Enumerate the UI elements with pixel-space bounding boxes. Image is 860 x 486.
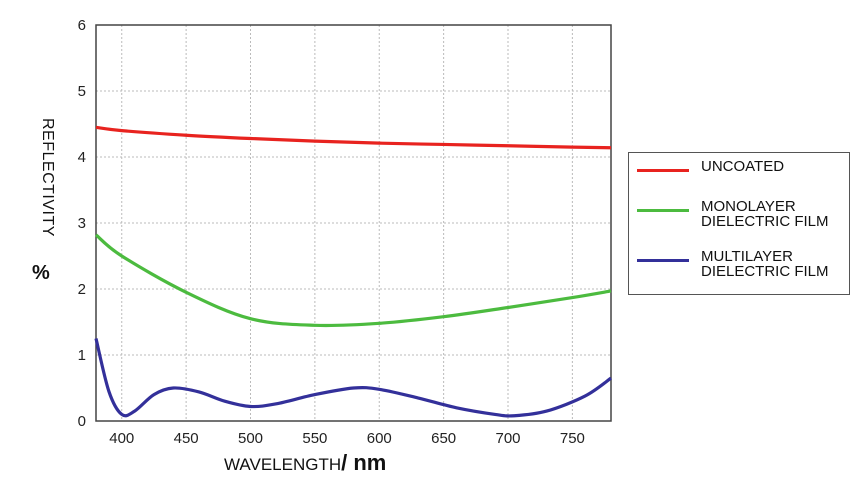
y-tick-label: 1	[78, 347, 86, 364]
legend-item-monolayer: MONOLAYER DIELECTRIC FILM	[637, 199, 851, 229]
legend-item-multilayer: MULTILAYER DIELECTRIC FILM	[637, 249, 851, 279]
x-axis-label: WAVELENGTH/ nm	[224, 450, 386, 476]
x-tick-label: 700	[495, 430, 520, 447]
series-line-2	[94, 338, 612, 418]
y-tick-label: 3	[78, 215, 86, 232]
y-tick-label: 2	[78, 281, 86, 298]
legend-label: MONOLAYER DIELECTRIC FILM	[701, 198, 829, 230]
y-tick-label: 4	[78, 149, 86, 166]
y-tick-label: 6	[78, 17, 86, 34]
legend-label: MULTILAYER DIELECTRIC FILM	[701, 248, 829, 280]
x-tick-label: 450	[174, 430, 199, 447]
x-tick-label: 500	[238, 430, 263, 447]
legend-label: UNCOATED	[701, 158, 785, 175]
legend-swatch	[637, 259, 689, 262]
x-tick-label: 600	[367, 430, 392, 447]
series-line-1	[94, 233, 612, 328]
x-tick-label: 400	[109, 430, 134, 447]
x-tick-label: 550	[302, 430, 327, 447]
x-axis-label-text: WAVELENGTH	[224, 455, 342, 474]
y-axis-label: REFLECTIVITY	[39, 118, 56, 237]
series-line-0	[95, 125, 612, 150]
plot-frame	[95, 24, 612, 422]
y-tick-label: 0	[78, 413, 86, 430]
legend-item-uncoated: UNCOATED	[637, 159, 851, 174]
legend-swatch	[637, 209, 689, 212]
legend: UNCOATED MONOLAYER DIELECTRIC FILM MULTI…	[628, 152, 850, 295]
x-tick-label: 650	[431, 430, 456, 447]
x-axis-unit: / nm	[341, 450, 387, 475]
y-tick-label: 5	[78, 83, 86, 100]
y-axis-unit: %	[32, 262, 50, 284]
x-tick-label: 750	[560, 430, 585, 447]
legend-swatch	[637, 169, 689, 172]
